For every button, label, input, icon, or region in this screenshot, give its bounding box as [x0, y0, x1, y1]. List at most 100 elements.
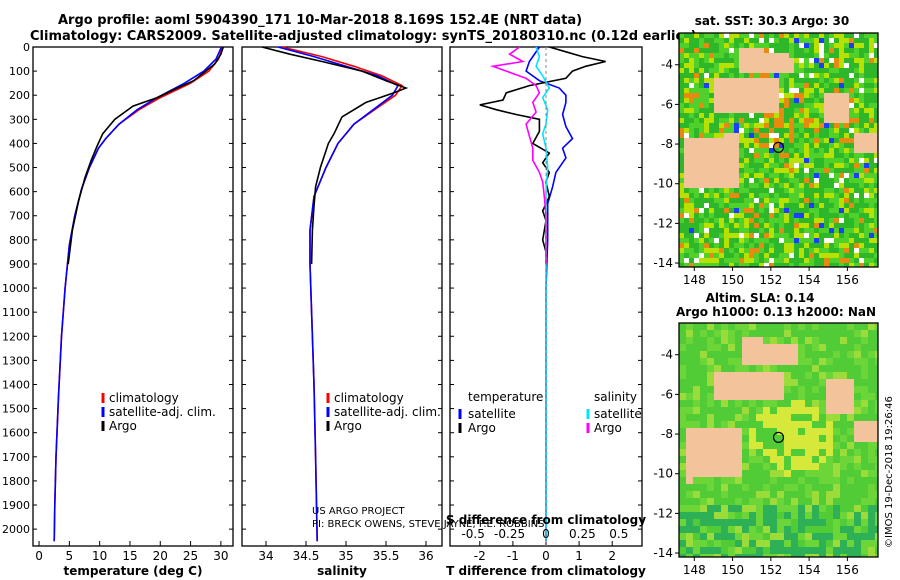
map-cell	[834, 138, 839, 143]
map-cell	[689, 63, 694, 68]
map-cell	[799, 153, 804, 158]
map-cell	[759, 53, 764, 58]
map-cell	[839, 228, 844, 233]
map-cell	[824, 188, 829, 193]
map-cell	[804, 183, 809, 188]
map-cell	[814, 238, 819, 243]
map-cell	[764, 83, 769, 88]
map-cell	[729, 208, 734, 213]
map-cell	[714, 526, 721, 533]
map-cell	[719, 158, 724, 163]
map-cell	[824, 253, 829, 258]
map-cell	[721, 421, 728, 428]
map-cell	[694, 228, 699, 233]
map-cell	[799, 228, 804, 233]
map-cell	[769, 228, 774, 233]
map-cell	[729, 33, 734, 38]
map-cell	[861, 540, 868, 547]
map-cell	[874, 153, 878, 158]
map-cell	[714, 118, 719, 123]
map-cell	[804, 253, 809, 258]
map-cell	[847, 484, 854, 491]
map-cell	[809, 68, 814, 73]
map-cell	[686, 477, 693, 484]
map-cell	[840, 323, 847, 330]
map-cell	[769, 123, 774, 128]
map-cell	[728, 491, 735, 498]
map-cell	[854, 456, 861, 463]
map-cell	[719, 163, 724, 168]
map-cell	[759, 148, 764, 153]
map-cell	[729, 78, 734, 83]
map-cell	[779, 123, 784, 128]
map-cell	[742, 498, 749, 505]
map-cell	[812, 526, 819, 533]
map-cell	[754, 33, 759, 38]
y-tick-label: 400	[9, 137, 30, 150]
map-cell	[707, 393, 714, 400]
map-cell	[774, 73, 779, 78]
map-cell	[704, 163, 709, 168]
map-cell	[864, 148, 869, 153]
map-cell	[699, 218, 704, 223]
map-cell	[854, 526, 861, 533]
map-cell	[833, 421, 840, 428]
map-cell	[764, 203, 769, 208]
map-cell	[814, 83, 819, 88]
map-cell	[769, 48, 774, 53]
map-cell	[764, 163, 769, 168]
map-cell	[749, 358, 756, 365]
map-cell	[749, 233, 754, 238]
map-cell	[847, 386, 854, 393]
map-cell	[735, 484, 742, 491]
map-cell	[854, 407, 861, 414]
map-cell	[700, 351, 707, 358]
legend-label: satellite	[594, 407, 642, 421]
map-cell	[819, 83, 824, 88]
map-cell	[721, 400, 728, 407]
map-cell	[812, 477, 819, 484]
map-cell	[739, 138, 744, 143]
map-cell	[693, 400, 700, 407]
map-cell	[854, 73, 859, 78]
map-cell	[819, 379, 826, 386]
x-tick-label: -1	[507, 549, 519, 563]
map-cell	[868, 386, 875, 393]
map-cell	[689, 173, 694, 178]
map-cell	[804, 83, 809, 88]
map-cell	[694, 53, 699, 58]
map-cell	[749, 63, 754, 68]
map-cell	[844, 263, 849, 267]
map-cell	[859, 123, 864, 128]
map-cell	[679, 526, 686, 533]
map-cell	[826, 442, 833, 449]
map-cell	[714, 379, 721, 386]
map-cell	[763, 337, 770, 344]
map-cell	[756, 358, 763, 365]
map-cell	[834, 133, 839, 138]
map-cell	[763, 365, 770, 372]
map-cell	[859, 198, 864, 203]
map-cell	[739, 213, 744, 218]
map-cell	[763, 372, 770, 379]
map-cell	[694, 113, 699, 118]
map-cell	[805, 393, 812, 400]
map-cell	[764, 103, 769, 108]
map-cell	[784, 238, 789, 243]
map-cell	[809, 168, 814, 173]
map-cell	[735, 351, 742, 358]
map-cell	[724, 128, 729, 133]
map-cell	[829, 63, 834, 68]
map-cell	[742, 400, 749, 407]
map-cell	[784, 253, 789, 258]
map-cell	[819, 407, 826, 414]
map-cell	[859, 213, 864, 218]
map-cell	[774, 83, 779, 88]
map-cell	[679, 533, 686, 540]
map-cell	[728, 463, 735, 470]
map-cell	[756, 442, 763, 449]
map-cell	[784, 547, 791, 554]
map-cell	[849, 53, 854, 58]
map-cell	[799, 138, 804, 143]
map-cell	[770, 533, 777, 540]
